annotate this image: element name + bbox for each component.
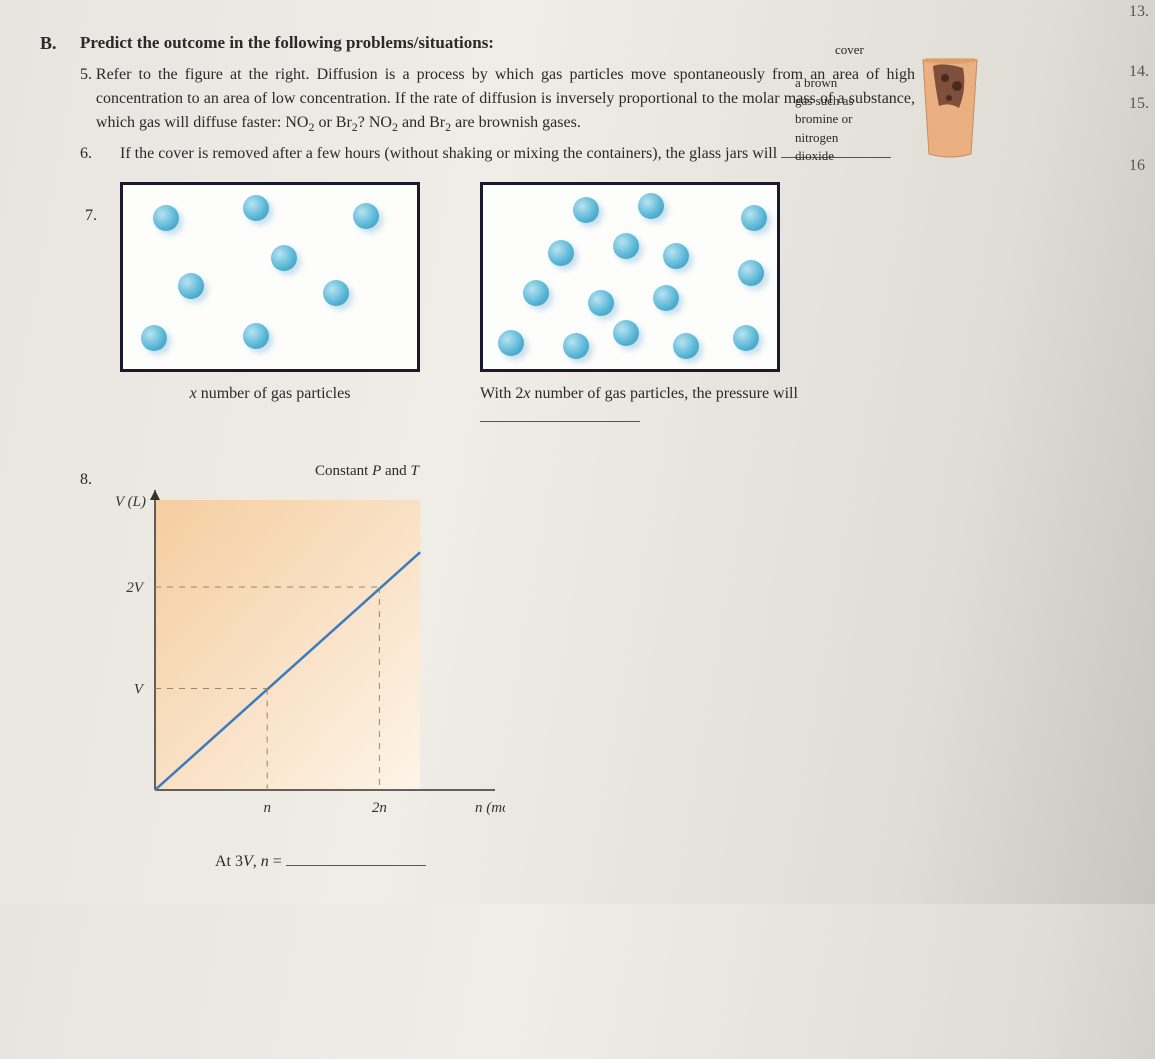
gas-particle [498, 330, 524, 356]
section-letter: B. [40, 30, 80, 57]
ans-part: , [253, 853, 261, 870]
ans-part: = [269, 853, 286, 870]
q5-part: and Br [398, 114, 445, 131]
svg-text:2V: 2V [126, 580, 145, 596]
chart-title: Constant P and T [315, 460, 419, 483]
caption-right: With 2x number of gas particles, the pre… [480, 382, 798, 430]
section-intro: Predict the outcome in the following pro… [80, 30, 915, 57]
gas-particle [613, 320, 639, 346]
caption-text: number of gas particles, the pressure wi… [530, 385, 797, 402]
question-number: 6. [80, 142, 120, 166]
answer-line: At 3V, n = [215, 850, 1115, 874]
svg-text:n (mol): n (mol) [475, 800, 505, 816]
answer-blank[interactable] [480, 406, 640, 422]
gas-particle [663, 243, 689, 269]
margin-num: 16 [1129, 154, 1149, 178]
particle-box-left [120, 182, 420, 372]
svg-text:V (L): V (L) [115, 494, 146, 510]
gas-particle [638, 193, 664, 219]
gas-description-labels: a brown gas such as bromine or nitrogen … [795, 74, 854, 165]
answer-blank[interactable] [286, 850, 426, 866]
gas-particle [353, 203, 379, 229]
gas-particle [613, 233, 639, 259]
question-number: 7. [85, 204, 97, 228]
question-number: 8. [80, 468, 92, 492]
gas-particle [653, 285, 679, 311]
fig-label-line: gas such as [795, 92, 854, 110]
cover-label: cover [835, 40, 864, 60]
gas-particle [178, 273, 204, 299]
svg-text:2n: 2n [372, 800, 387, 816]
ans-part: At 3 [215, 853, 243, 870]
var-italic: V [243, 853, 253, 870]
var-italic: x [190, 385, 197, 402]
gas-particle [733, 325, 759, 351]
gas-particle [548, 240, 574, 266]
gas-particle [271, 245, 297, 271]
volume-mole-chart: V (L) 2V Vn 2n n (mol) [85, 460, 505, 840]
glass-jar-icon [915, 58, 985, 158]
fig-label-line: bromine or [795, 110, 854, 128]
var-italic: n [261, 853, 269, 870]
fig-label-line: dioxide [795, 147, 854, 165]
caption-text: With 2 [480, 385, 523, 402]
gas-particle [741, 205, 767, 231]
q5-part: ? NO [358, 114, 392, 131]
gas-particle [243, 195, 269, 221]
margin-num: 14. [1129, 60, 1149, 84]
gas-particle [523, 280, 549, 306]
gas-particle [243, 323, 269, 349]
margin-num: 13. [1129, 0, 1149, 24]
gas-particle [563, 333, 589, 359]
gas-particle [573, 197, 599, 223]
fig-label-line: a brown [795, 74, 854, 92]
caption-text: number of gas particles [197, 385, 351, 402]
particle-box-right [480, 182, 780, 372]
gas-particle [588, 290, 614, 316]
svg-text:n: n [263, 800, 271, 816]
svg-text:V: V [134, 682, 145, 698]
gas-particle [141, 325, 167, 351]
question-5-text: Refer to the figure at the right. Diffus… [96, 63, 915, 136]
margin-num: 15. [1129, 92, 1149, 116]
gas-particle [673, 333, 699, 359]
fig-label-line: nitrogen [795, 129, 854, 147]
margin-numbers: 13. 14. 15. 16 [1129, 0, 1149, 178]
caption-left: x number of gas particles [120, 382, 420, 406]
q5-part: or Br [314, 114, 351, 131]
gas-particle [738, 260, 764, 286]
question-number: 5. [80, 63, 96, 136]
q5-part: are brownish gases. [451, 114, 581, 131]
gas-particle [323, 280, 349, 306]
gas-particle [153, 205, 179, 231]
q6-part: If the cover is removed after a few hour… [120, 145, 777, 162]
